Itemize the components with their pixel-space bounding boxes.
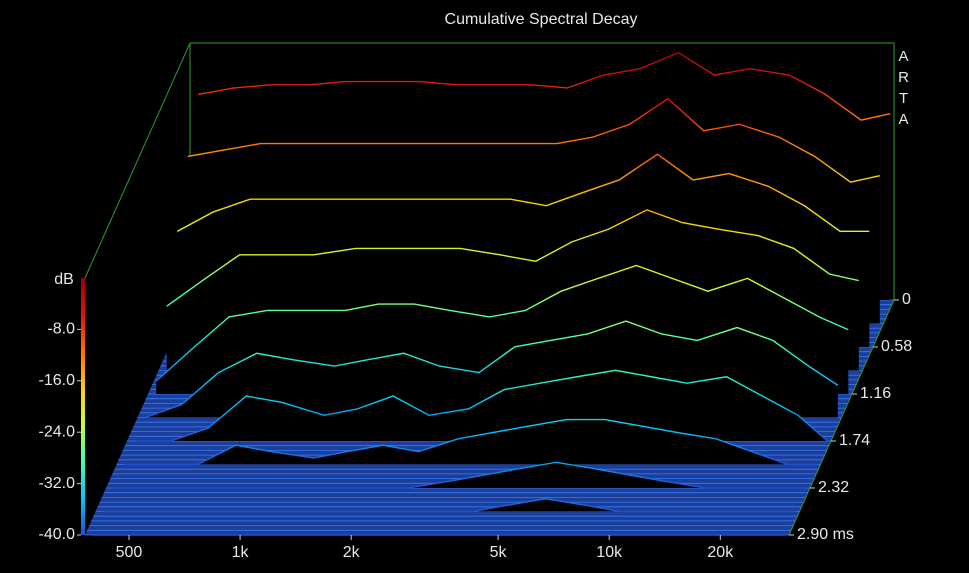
decay-slice xyxy=(114,461,807,489)
decay-slice xyxy=(155,264,849,382)
decay-slice xyxy=(176,153,870,233)
frame-line xyxy=(84,42,895,300)
x-tick-label: 5k xyxy=(490,544,508,561)
x-tick-label: 1k xyxy=(232,544,250,561)
decay-slice xyxy=(198,51,891,121)
decay-slice xyxy=(124,418,817,466)
slice-fill xyxy=(124,419,817,465)
z-tick-label: 2.90 ms xyxy=(797,526,854,543)
z-tick-label: 0 xyxy=(902,291,911,308)
x-tick-label: 500 xyxy=(116,544,143,561)
decay-slice xyxy=(187,97,880,183)
color-bar xyxy=(81,278,85,535)
y-tick-label: -24.0 xyxy=(39,423,76,440)
slice-fill xyxy=(135,370,828,441)
decay-slice xyxy=(166,209,859,307)
y-tick-label: -40.0 xyxy=(39,526,76,543)
x-tick-label: 10k xyxy=(596,544,623,561)
decay-slice xyxy=(135,369,828,442)
z-tick-label: 2.32 xyxy=(818,479,849,496)
decay-slice xyxy=(145,320,839,419)
x-tick-label: 20k xyxy=(707,544,734,561)
decay-slice xyxy=(103,497,796,513)
watermark: ARTA xyxy=(895,48,912,132)
y-tick-label: -32.0 xyxy=(39,475,76,492)
z-tick-label: 1.16 xyxy=(860,385,891,402)
chart-title: Cumulative Spectral Decay xyxy=(445,11,638,28)
z-tick-label: 1.74 xyxy=(839,432,870,449)
slice-fill xyxy=(114,462,807,488)
x-tick-label: 2k xyxy=(343,544,361,561)
frame-line xyxy=(788,299,895,536)
y-tick-label: -8.0 xyxy=(47,321,75,338)
y-axis-label: dB xyxy=(54,271,74,288)
z-tick-label: 0.58 xyxy=(881,338,912,355)
y-tick-label: -16.0 xyxy=(39,372,76,389)
